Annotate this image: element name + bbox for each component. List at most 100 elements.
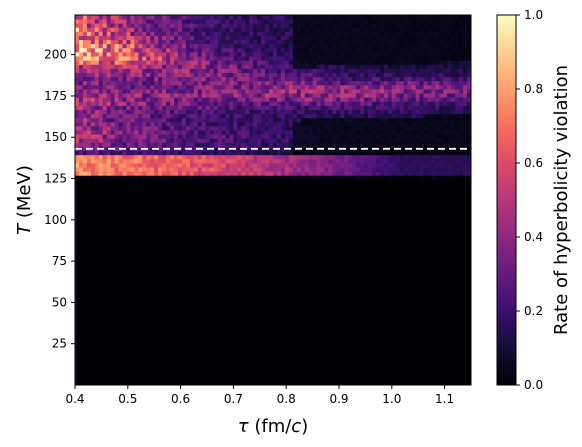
heatmap-cell (356, 105, 361, 110)
heatmap-cell (308, 117, 313, 123)
heatmap-cell (348, 167, 353, 172)
heatmap-cell (292, 163, 298, 168)
heatmap-cell (356, 150, 361, 156)
heatmap-cell (217, 15, 222, 20)
heatmap-cell (368, 60, 373, 65)
heatmap-cell (292, 39, 298, 45)
heatmap-cell (209, 117, 214, 123)
heatmap-cell (86, 27, 92, 32)
heatmap-cell (130, 167, 135, 172)
heatmap-cell (114, 130, 119, 135)
heatmap-cell (249, 121, 254, 127)
heatmap-cell (356, 64, 361, 69)
heatmap-cell (411, 64, 416, 69)
heatmap-cell (364, 109, 369, 115)
heatmap-cell (162, 130, 167, 135)
heatmap-cell (217, 23, 222, 28)
heatmap-cell (439, 158, 444, 164)
heatmap-cell (86, 47, 92, 53)
heatmap-cell (197, 80, 203, 86)
heatmap-cell (209, 126, 214, 131)
heatmap-cell (336, 80, 341, 86)
heatmap-cell (451, 121, 456, 127)
heatmap-cell (118, 64, 123, 69)
heatmap-cell (174, 15, 179, 20)
heatmap-cell (288, 56, 294, 61)
heatmap-cell (435, 167, 440, 172)
heatmap-cell (348, 113, 353, 119)
heatmap-cell (399, 171, 405, 176)
heatmap-cell (280, 146, 286, 152)
heatmap-cell (344, 39, 349, 45)
heatmap-cell (439, 121, 444, 127)
heatmap-cell (443, 64, 448, 69)
heatmap-cell (134, 93, 139, 98)
heatmap-cell (368, 76, 373, 82)
heatmap-cell (336, 175, 341, 180)
heatmap-cell (447, 64, 452, 69)
heatmap-cell (98, 27, 104, 32)
heatmap-cell (138, 150, 143, 156)
heatmap-cell (372, 93, 377, 98)
heatmap-cell (189, 113, 195, 119)
heatmap-cell (213, 64, 218, 69)
heatmap-cell (360, 72, 365, 78)
heatmap-cell (138, 72, 143, 78)
heatmap-cell (411, 60, 416, 65)
heatmap-cell (383, 150, 389, 156)
heatmap-cell (205, 76, 211, 82)
heatmap-cell (431, 150, 436, 156)
heatmap-cell (75, 39, 80, 45)
heatmap-cell (245, 121, 250, 127)
heatmap-cell (86, 163, 92, 168)
heatmap-cell (387, 109, 393, 115)
heatmap-cell (375, 15, 381, 20)
heatmap-cell (336, 171, 341, 176)
heatmap-cell (138, 105, 143, 110)
heatmap-cell (455, 105, 460, 110)
heatmap-cell (78, 52, 84, 57)
heatmap-cell (273, 175, 278, 180)
heatmap-cell (292, 15, 298, 20)
heatmap-cell (114, 142, 119, 147)
heatmap-cell (320, 97, 325, 102)
heatmap-cell (348, 138, 353, 143)
heatmap-cell (237, 76, 242, 82)
heatmap-cell (237, 171, 242, 176)
heatmap-cell (391, 121, 397, 127)
heatmap-cell (241, 43, 246, 49)
heatmap-cell (217, 117, 222, 123)
heatmap-cell (407, 23, 412, 28)
heatmap-cell (221, 23, 226, 28)
heatmap-cell (261, 31, 266, 36)
heatmap-cell (205, 113, 211, 119)
heatmap-cell (387, 80, 393, 86)
heatmap-cell (221, 52, 226, 57)
heatmap-cell (344, 138, 349, 143)
heatmap-cell (447, 163, 452, 168)
heatmap-cell (316, 126, 321, 131)
heatmap-cell (352, 76, 357, 82)
heatmap-cell (265, 84, 270, 90)
heatmap-cell (280, 105, 286, 110)
heatmap-cell (193, 93, 199, 98)
heatmap-cell (237, 158, 242, 164)
heatmap-cell (174, 64, 179, 69)
heatmap-cell (411, 97, 416, 102)
heatmap-cell (391, 146, 397, 152)
heatmap-cell (257, 93, 262, 98)
heatmap-cell (372, 109, 377, 115)
heatmap-cell (114, 56, 119, 61)
heatmap-cell (86, 31, 92, 36)
heatmap-cell (193, 80, 199, 86)
heatmap-cell (308, 121, 313, 127)
heatmap-cell (296, 80, 302, 86)
heatmap-cell (312, 146, 317, 152)
heatmap-cell (292, 27, 298, 32)
heatmap-cell (399, 23, 405, 28)
heatmap-cell (415, 27, 420, 32)
heatmap-cell (118, 89, 123, 94)
heatmap-cell (189, 101, 195, 106)
heatmap-cell (352, 117, 357, 123)
heatmap-cell (296, 60, 302, 65)
